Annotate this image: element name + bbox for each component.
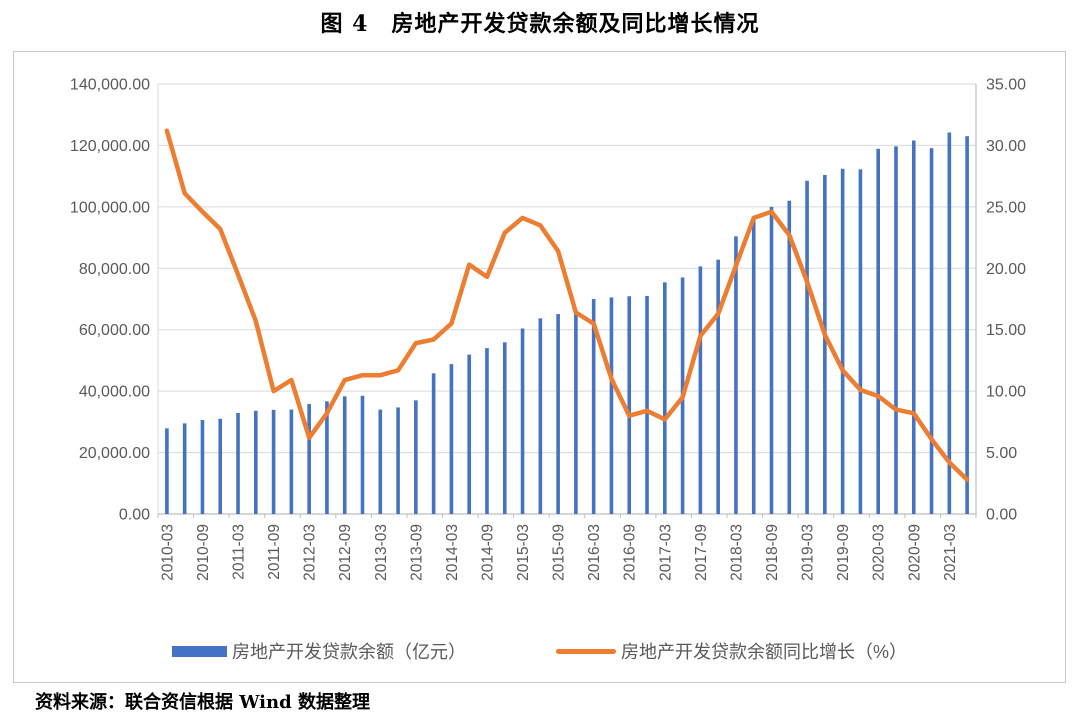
left-axis-tick-label: 120,000.00 (70, 138, 150, 155)
right-axis-tick-label: 0.00 (986, 507, 1017, 524)
bar-2014-12 (502, 342, 507, 514)
x-axis-tick-label: 2017-09 (693, 524, 710, 581)
bar-2016-09 (627, 296, 632, 514)
x-axis-tick-label: 2012-03 (302, 524, 319, 581)
right-axis-tick-label: 10.00 (986, 384, 1026, 401)
bar-2010-03 (165, 428, 169, 514)
bar-2015-06 (538, 318, 543, 514)
bar-2017-12 (716, 259, 720, 514)
bar-2014-09 (485, 348, 489, 514)
bar-2012-06 (325, 401, 329, 514)
bar-2013-06 (396, 407, 400, 514)
left-axis-tick-label: 140,000.00 (70, 77, 150, 94)
x-axis-tick-label: 2011-09 (266, 524, 283, 580)
bar-2018-06 (751, 217, 756, 515)
chart-legend: 房地产开发贷款余额（亿元） 房地产开发贷款余额同比增长（%） (14, 638, 1065, 664)
right-axis-tick-label: 35.00 (986, 77, 1026, 94)
bar-2021-06 (965, 136, 969, 514)
x-axis-tick-label: 2020-03 (871, 524, 888, 581)
bar-2012-09 (342, 396, 347, 514)
x-axis-tick-label: 2011-03 (231, 524, 248, 580)
x-axis-tick-label: 2010-03 (159, 524, 176, 581)
bar-2017-09 (698, 266, 703, 514)
bar-2016-12 (645, 295, 649, 514)
bar-2014-06 (467, 354, 471, 514)
bar-2021-03 (947, 132, 952, 514)
bar-2020-12 (929, 148, 934, 514)
x-axis-tick-label: 2021-03 (942, 524, 959, 581)
bar-2019-12 (858, 169, 863, 514)
left-axis-tick-label: 80,000.00 (79, 261, 150, 278)
bar-2017-03 (663, 282, 667, 514)
bar-2013-03 (378, 409, 383, 514)
bar-2018-12 (787, 200, 792, 514)
x-axis-tick-label: 2016-09 (622, 524, 639, 581)
bar-2013-12 (431, 373, 436, 514)
right-axis-tick-label: 30.00 (986, 138, 1026, 155)
bar-2011-09 (271, 409, 276, 514)
bar-2016-06 (609, 297, 614, 514)
bar-2010-06 (182, 423, 187, 514)
right-axis-tick-label: 5.00 (986, 445, 1017, 462)
x-axis-tick-label: 2010-09 (195, 524, 212, 581)
x-axis-tick-label: 2014-03 (444, 524, 461, 581)
bar-2012-12 (360, 395, 365, 514)
x-axis-tick-label: 2012-09 (337, 524, 354, 581)
x-axis-tick-label: 2015-09 (551, 524, 568, 581)
bar-2011-03 (236, 412, 240, 514)
bar-2013-09 (414, 400, 418, 514)
left-axis-tick-label: 20,000.00 (79, 445, 150, 462)
bar-2018-09 (769, 206, 774, 514)
legend-item-growth: 房地产开发贷款余额同比增长（%） (555, 638, 907, 664)
bar-2015-03 (520, 328, 525, 514)
x-axis-tick-label: 2013-03 (373, 524, 390, 581)
bar-2019-06 (823, 174, 827, 514)
x-axis-tick-label: 2018-09 (764, 524, 781, 581)
legend-bar-label: 房地产开发贷款余额（亿元） (231, 642, 466, 662)
x-axis-tick-label: 2013-09 (408, 524, 425, 581)
right-axis-tick-label: 20.00 (986, 261, 1026, 278)
bar-2010-09 (200, 420, 205, 514)
x-axis-tick-label: 2018-03 (728, 524, 745, 581)
combo-chart-plot: 0.00 20,000.00 40,000.00 60,000.00 80,000.00… (70, 77, 1026, 581)
legend-item-balance: 房地产开发贷款余额（亿元） (171, 638, 466, 664)
x-axis-tick-label: 2014-09 (479, 524, 496, 581)
bar-2016-03 (591, 299, 596, 514)
growth-line (164, 128, 970, 482)
right-axis-tick-label: 15.00 (986, 322, 1026, 339)
bar-2019-09 (840, 168, 845, 514)
bar-2020-06 (894, 146, 898, 514)
x-axis-tick-label: 2016-03 (586, 524, 603, 581)
legend-line-label: 房地产开发贷款余额同比增长（%） (620, 642, 907, 662)
bar-2010-12 (218, 418, 223, 514)
x-axis-tick-label: 2015-03 (515, 524, 532, 581)
left-axis-tick-label: 40,000.00 (79, 384, 150, 401)
bar-2020-03 (876, 148, 880, 515)
bar-2015-09 (556, 314, 560, 514)
bar-2011-06 (254, 410, 258, 514)
legend-line-swatch-icon (555, 648, 616, 654)
left-axis-tick-label: 100,000.00 (70, 199, 150, 216)
bar-2014-03 (449, 364, 454, 514)
bar-2020-09 (911, 140, 916, 514)
x-axis-tick-label: 2020-09 (906, 524, 923, 581)
x-axis-tick-label: 2019-03 (800, 524, 817, 581)
source-note: 资料来源：联合资信根据 Wind 数据整理 (35, 692, 370, 713)
chart-area: 0.00 20,000.00 40,000.00 60,000.00 80,000.00… (13, 51, 1066, 683)
bar-2011-12 (289, 409, 294, 514)
bar-2012-03 (307, 404, 311, 514)
bar-2018-03 (734, 236, 738, 515)
bar-2019-03 (805, 180, 809, 514)
x-axis-tick-label: 2019-09 (835, 524, 852, 581)
legend-bar-swatch-icon (171, 645, 227, 657)
bar-2015-12 (574, 310, 578, 514)
chart-title: 图 4 房地产开发贷款余额及同比增长情况 (320, 11, 760, 37)
right-axis-tick-label: 25.00 (986, 199, 1026, 216)
left-axis-tick-label: 0.00 (119, 507, 150, 524)
left-axis-tick-label: 60,000.00 (79, 322, 150, 339)
x-axis-tick-label: 2017-03 (657, 524, 674, 581)
